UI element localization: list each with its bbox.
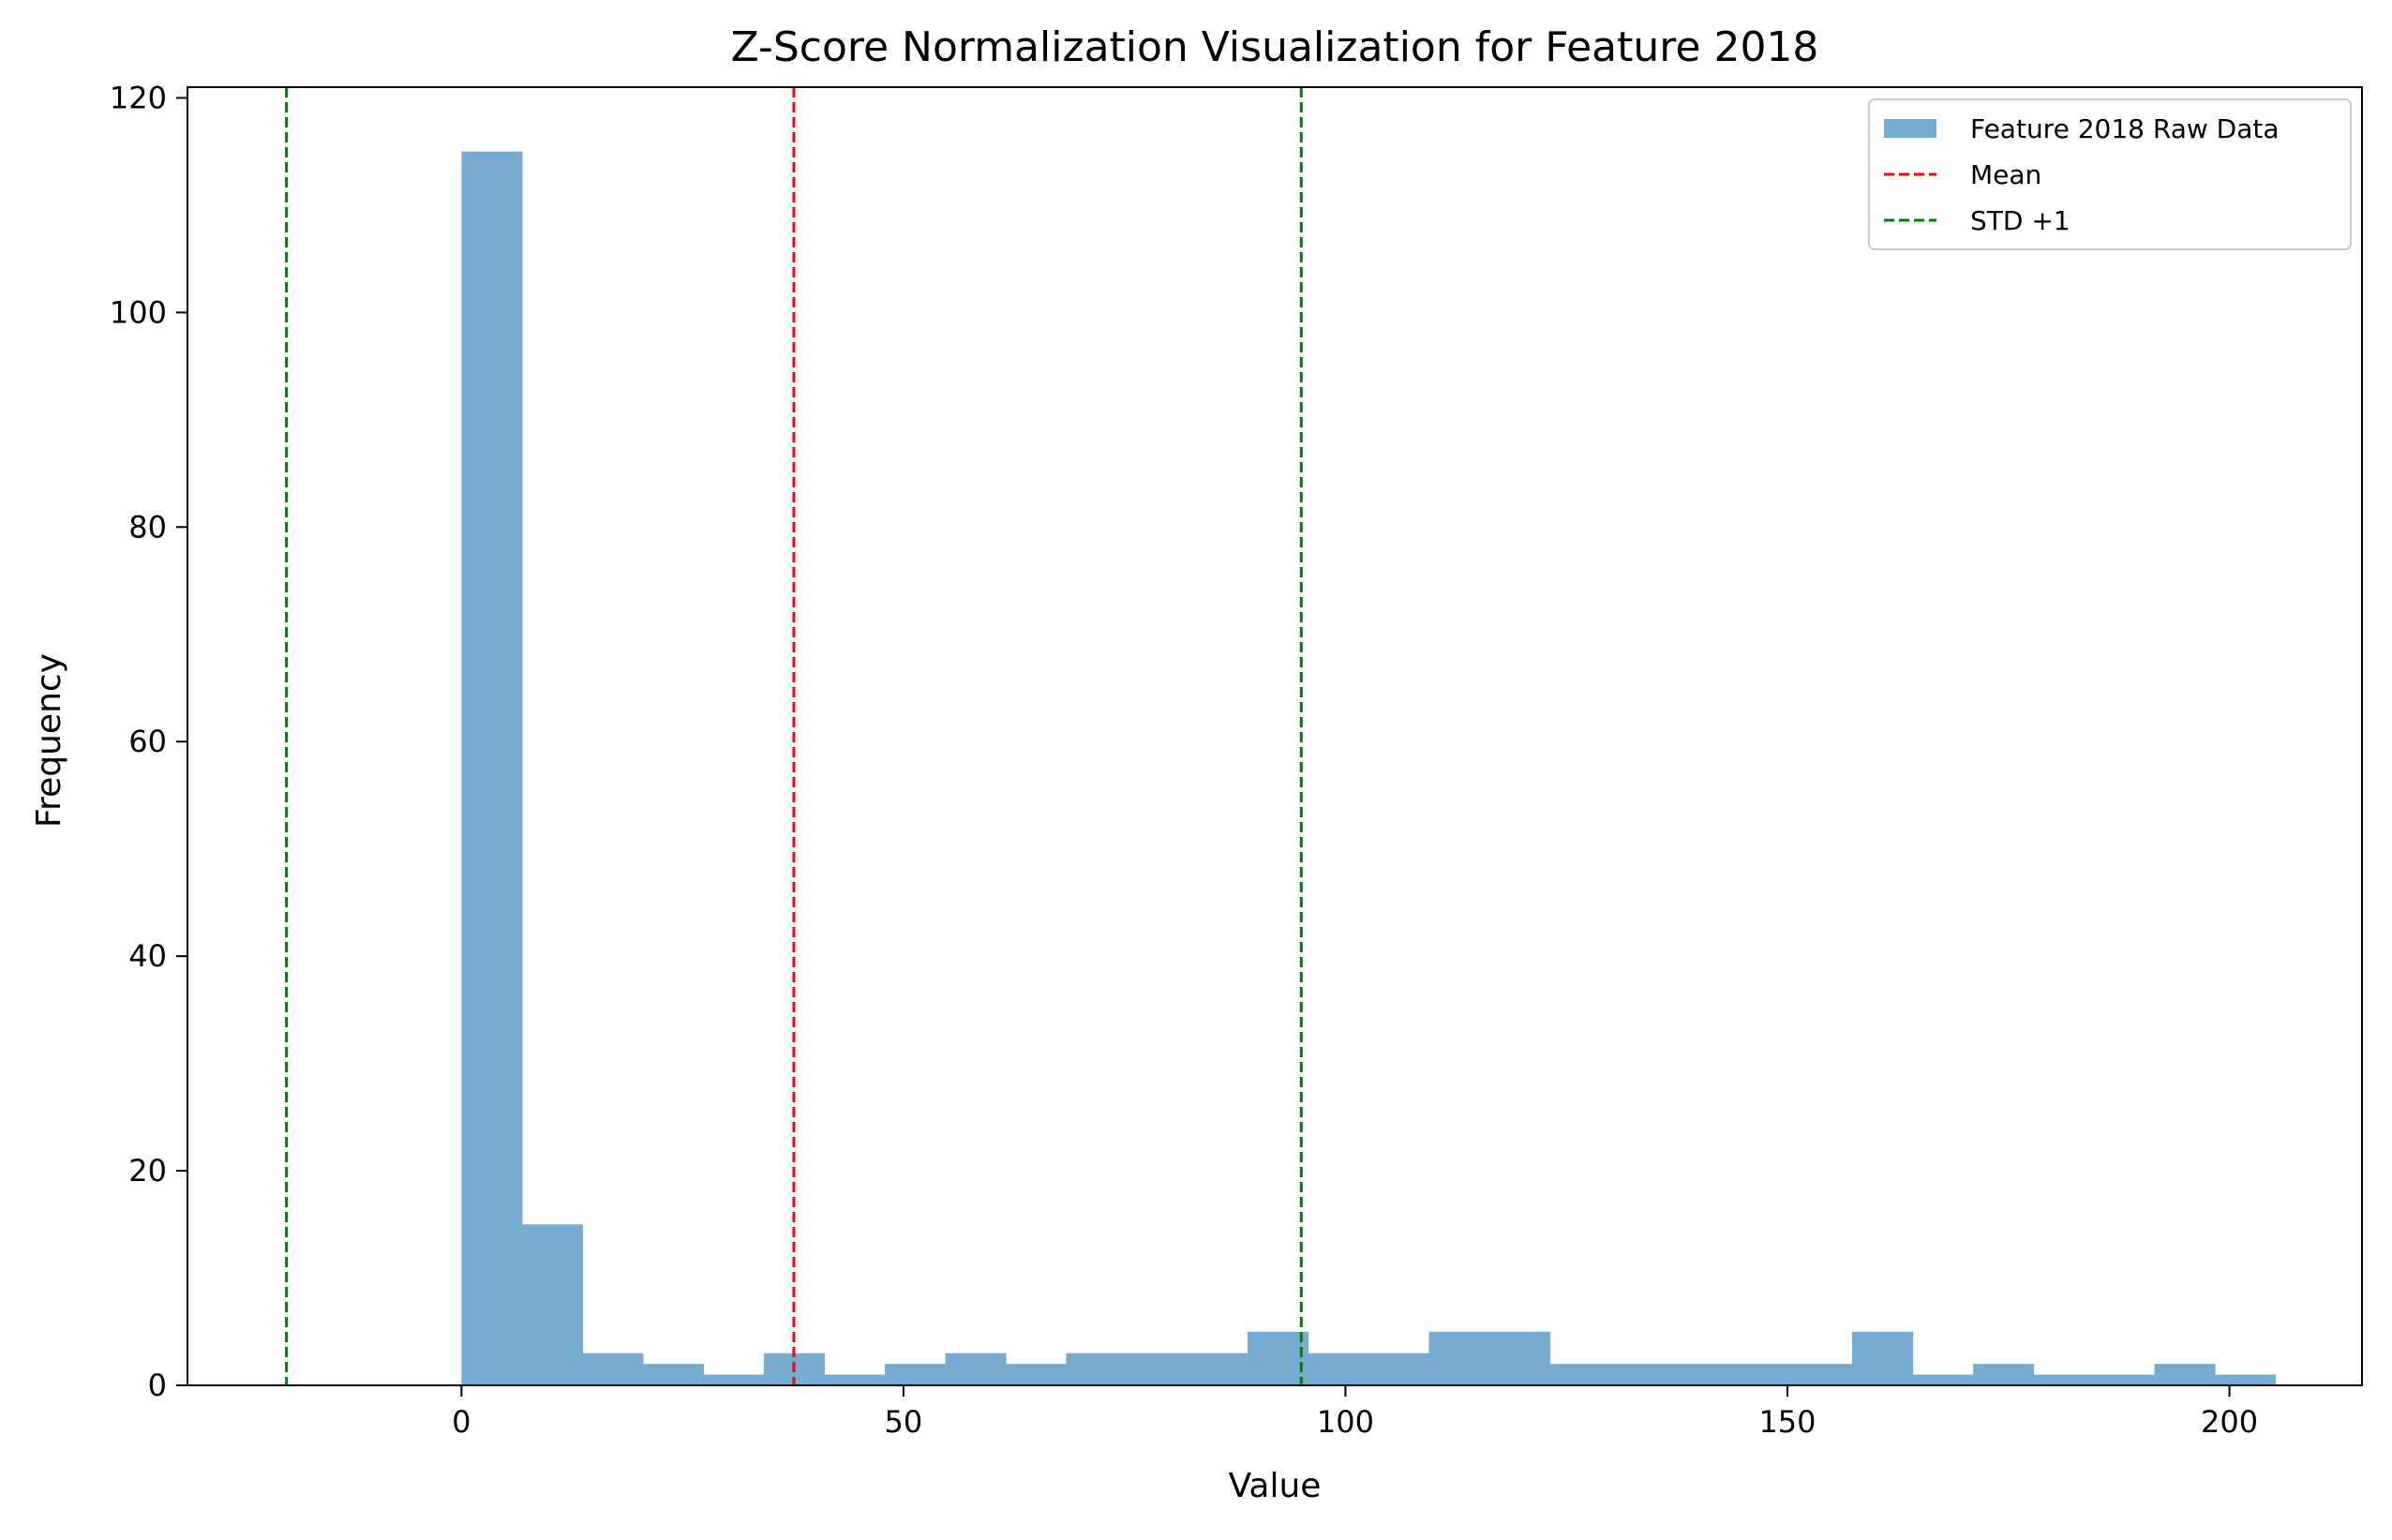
y-tick-label: 40: [128, 938, 167, 974]
histogram-bar: [1791, 1364, 1853, 1385]
legend-box: [1868, 98, 2352, 250]
y-tick-label: 20: [128, 1153, 167, 1189]
histogram-bar: [1308, 1353, 1369, 1385]
histogram-bar: [1852, 1331, 1914, 1385]
y-tick-label: 80: [128, 509, 167, 545]
histogram-bar: [945, 1353, 1007, 1385]
histogram-bar: [703, 1374, 765, 1385]
chart-title: Z-Score Normalization Visualization for …: [731, 23, 1819, 71]
histogram-bar: [1428, 1331, 1490, 1385]
x-tick-label: 100: [1317, 1404, 1374, 1440]
x-axis-label: Value: [1229, 1467, 1322, 1505]
reference-lines: [285, 87, 1303, 1385]
x-tick-label: 0: [452, 1404, 471, 1440]
legend-swatch: [1884, 119, 1936, 138]
histogram-bar: [1670, 1364, 1732, 1385]
y-axis-label: Frequency: [30, 653, 68, 828]
plot-frame: [187, 86, 2363, 1386]
histogram-bar: [2094, 1374, 2156, 1385]
histogram-bar: [1488, 1331, 1551, 1385]
histogram-bar: [1368, 1353, 1430, 1385]
x-tick-label: 200: [2201, 1404, 2258, 1440]
histogram-bar: [2033, 1374, 2095, 1385]
histogram-bar: [1973, 1364, 2035, 1385]
histogram-bar: [1126, 1353, 1189, 1385]
y-tick-label: 120: [110, 80, 167, 115]
y-tick-label: 100: [110, 294, 167, 330]
histogram-bar: [1005, 1364, 1068, 1385]
histogram-bars: [461, 151, 2277, 1386]
legend-label: Mean: [1970, 159, 2041, 190]
histogram-bar: [1731, 1364, 1793, 1385]
histogram-bar: [1549, 1364, 1611, 1385]
y-axis-ticks: 0 20 40 60 80 100 120: [110, 80, 187, 1403]
histogram-bar: [1066, 1353, 1128, 1385]
histogram-bar: [1247, 1331, 1309, 1385]
histogram-bar: [521, 1224, 583, 1385]
histogram-bar: [824, 1374, 886, 1385]
y-tick-label: 0: [148, 1368, 167, 1403]
x-tick-label: 50: [885, 1404, 923, 1440]
histogram-bar: [582, 1353, 644, 1385]
histogram-bar: [1610, 1364, 1672, 1385]
legend: Feature 2018 Raw Data Mean STD +1: [1868, 98, 2352, 250]
legend-label: Feature 2018 Raw Data: [1970, 113, 2280, 144]
x-axis-ticks: 0 50 100 150 200: [452, 1385, 2258, 1440]
x-tick-label: 150: [1758, 1404, 1816, 1440]
y-tick-label: 60: [128, 724, 167, 759]
histogram-bar: [884, 1364, 947, 1385]
histogram-bar: [1187, 1353, 1248, 1385]
histogram-bar: [1912, 1374, 1974, 1385]
histogram-bar: [2154, 1364, 2216, 1385]
histogram-bar: [461, 151, 523, 1386]
histogram-bar: [2215, 1374, 2277, 1385]
legend-label: STD +1: [1970, 205, 2071, 236]
histogram-bar: [642, 1364, 704, 1385]
